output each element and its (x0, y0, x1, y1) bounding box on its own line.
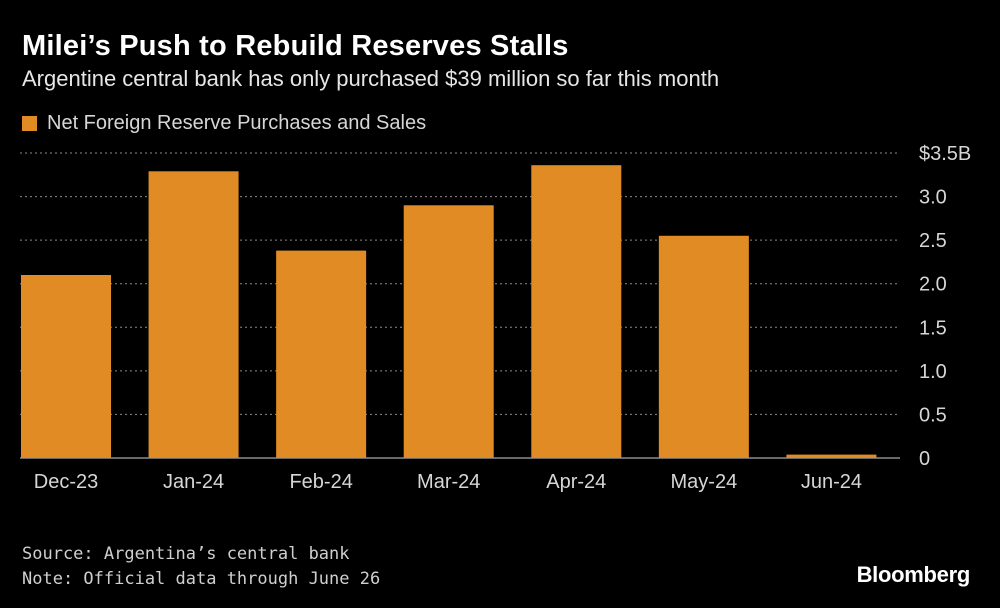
y-tick-label: 1.0 (919, 361, 947, 383)
y-tick-label: 1.5 (919, 317, 947, 339)
bars (21, 165, 877, 459)
y-tick-label: 2.5 (919, 230, 947, 252)
legend: Net Foreign Reserve Purchases and Sales (22, 112, 426, 135)
chart-title: Milei’s Push to Rebuild Reserves Stalls (22, 30, 569, 62)
footer: Source: Argentina’s central bank Note: O… (22, 542, 380, 592)
x-tick-label: Jun-24 (801, 471, 862, 493)
y-axis-ticks: 0 0.5 1.0 1.5 2.0 2.5 3.0 $3.5B (919, 143, 971, 470)
x-tick-label: Dec-23 (34, 471, 98, 493)
chart-subtitle: Argentine central bank has only purchase… (22, 66, 720, 91)
bar-jan-24 (148, 171, 239, 459)
x-tick-label: Jan-24 (163, 471, 224, 493)
y-tick-label: 3.0 (919, 187, 947, 209)
x-tick-label: Mar-24 (417, 471, 480, 493)
bar-dec-23 (21, 275, 111, 458)
x-axis-ticks: Dec-23 Jan-24 Feb-24 Mar-24 Apr-24 May-24 Jun-… (34, 471, 862, 493)
bar-apr-24 (531, 165, 622, 458)
source-note: Source: Argentina’s central bank (22, 544, 350, 564)
legend-swatch (22, 116, 37, 131)
y-tick-label: $3.5B (919, 143, 971, 165)
y-tick-label: 2.0 (919, 274, 947, 296)
y-tick-label: 0.5 (919, 404, 947, 426)
x-tick-label: Apr-24 (546, 471, 606, 493)
x-tick-label: Feb-24 (289, 471, 352, 493)
bloomberg-logo: Bloomberg (856, 562, 971, 587)
x-tick-label: May-24 (671, 471, 738, 493)
legend-label: Net Foreign Reserve Purchases and Sales (47, 112, 427, 134)
data-note: Note: Official data through June 26 (22, 569, 381, 589)
bar-mar-24 (403, 205, 494, 458)
bar-jun-24 (786, 454, 877, 458)
bar-may-24 (658, 235, 749, 458)
y-tick-label: 0 (919, 448, 930, 470)
bar-feb-24 (276, 250, 367, 458)
